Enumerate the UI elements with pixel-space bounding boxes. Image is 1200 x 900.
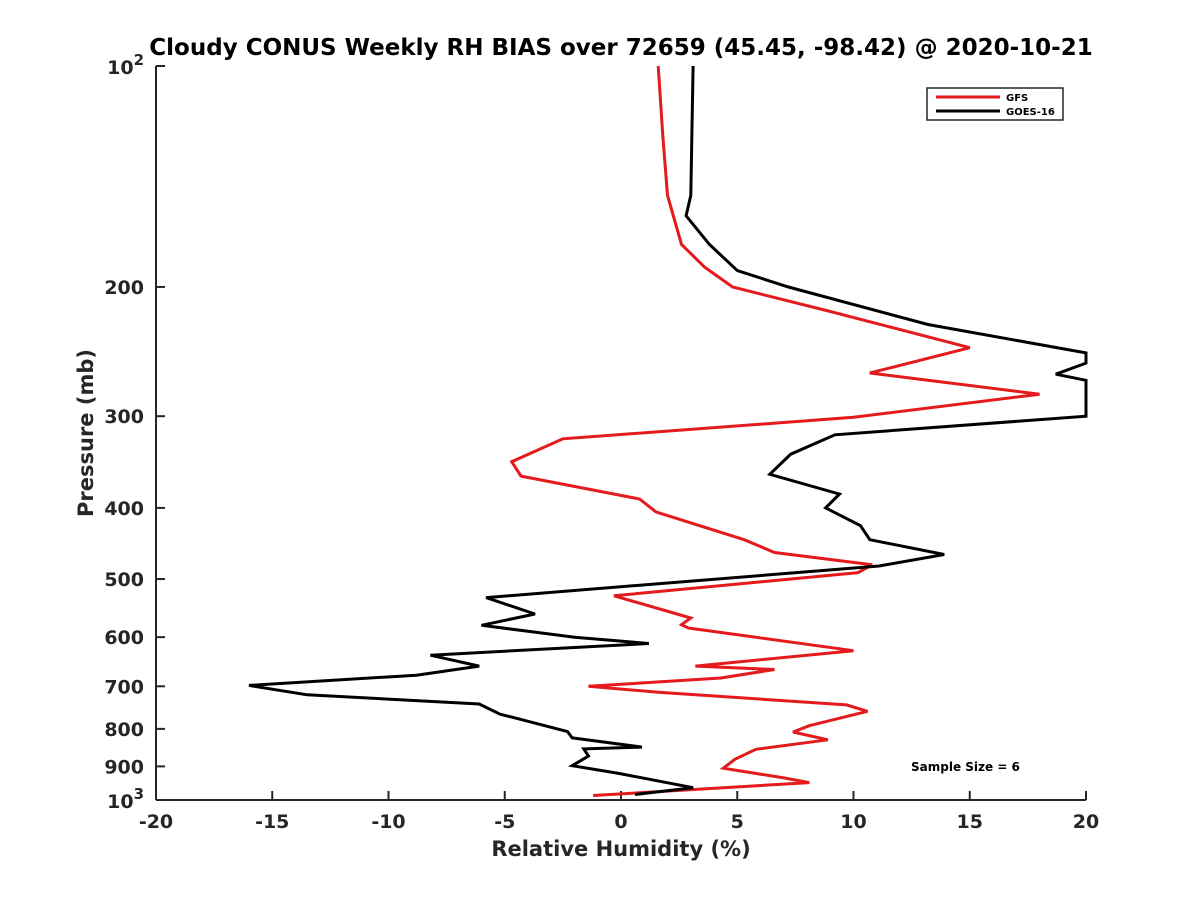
legend: GFS GOES-16 bbox=[926, 87, 1064, 121]
x-tick-label: 20 bbox=[1073, 811, 1099, 833]
y-tick-label: 300 bbox=[104, 406, 144, 428]
y-tick-label: 500 bbox=[104, 569, 144, 591]
x-tick-label: 0 bbox=[614, 811, 627, 833]
sample-size-annotation: Sample Size = 6 bbox=[911, 760, 1020, 774]
y-tick-label: 900 bbox=[104, 756, 144, 778]
x-tick-label: -5 bbox=[494, 811, 515, 833]
x-tick-label: 15 bbox=[957, 811, 983, 833]
x-tick-label: -15 bbox=[255, 811, 289, 833]
y-tick-label: 600 bbox=[104, 627, 144, 649]
y-tick-label: 103 bbox=[107, 785, 144, 813]
x-tick-label: 10 bbox=[840, 811, 866, 833]
y-tick-label: 400 bbox=[104, 498, 144, 520]
x-tick-label: -10 bbox=[371, 811, 405, 833]
series-line-gfs bbox=[509, 65, 1040, 797]
y-tick-label: 700 bbox=[104, 676, 144, 698]
x-tick-label: 5 bbox=[731, 811, 744, 833]
legend-label-gfs: GFS bbox=[1006, 93, 1028, 104]
legend-label-goes16: GOES-16 bbox=[1006, 107, 1055, 118]
y-tick-label: 200 bbox=[104, 277, 144, 299]
x-ticks: -20 -15 -10 -5 0 5 10 15 20 bbox=[139, 791, 1099, 833]
series-line-goes16 bbox=[248, 65, 1088, 796]
y-ticks: 102 200 300 400 500 600 700 800 900 103 bbox=[104, 51, 165, 813]
x-tick-label: -20 bbox=[139, 811, 173, 833]
y-tick-label: 800 bbox=[104, 719, 144, 741]
y-axis-label: Pressure (mb) bbox=[74, 349, 98, 517]
y-tick-label: 102 bbox=[107, 51, 144, 79]
x-axis-label: Relative Humidity (%) bbox=[491, 837, 750, 861]
legend-box bbox=[926, 87, 1064, 121]
chart-title: Cloudy CONUS Weekly RH BIAS over 72659 (… bbox=[149, 35, 1092, 61]
series-lines bbox=[248, 65, 1088, 797]
